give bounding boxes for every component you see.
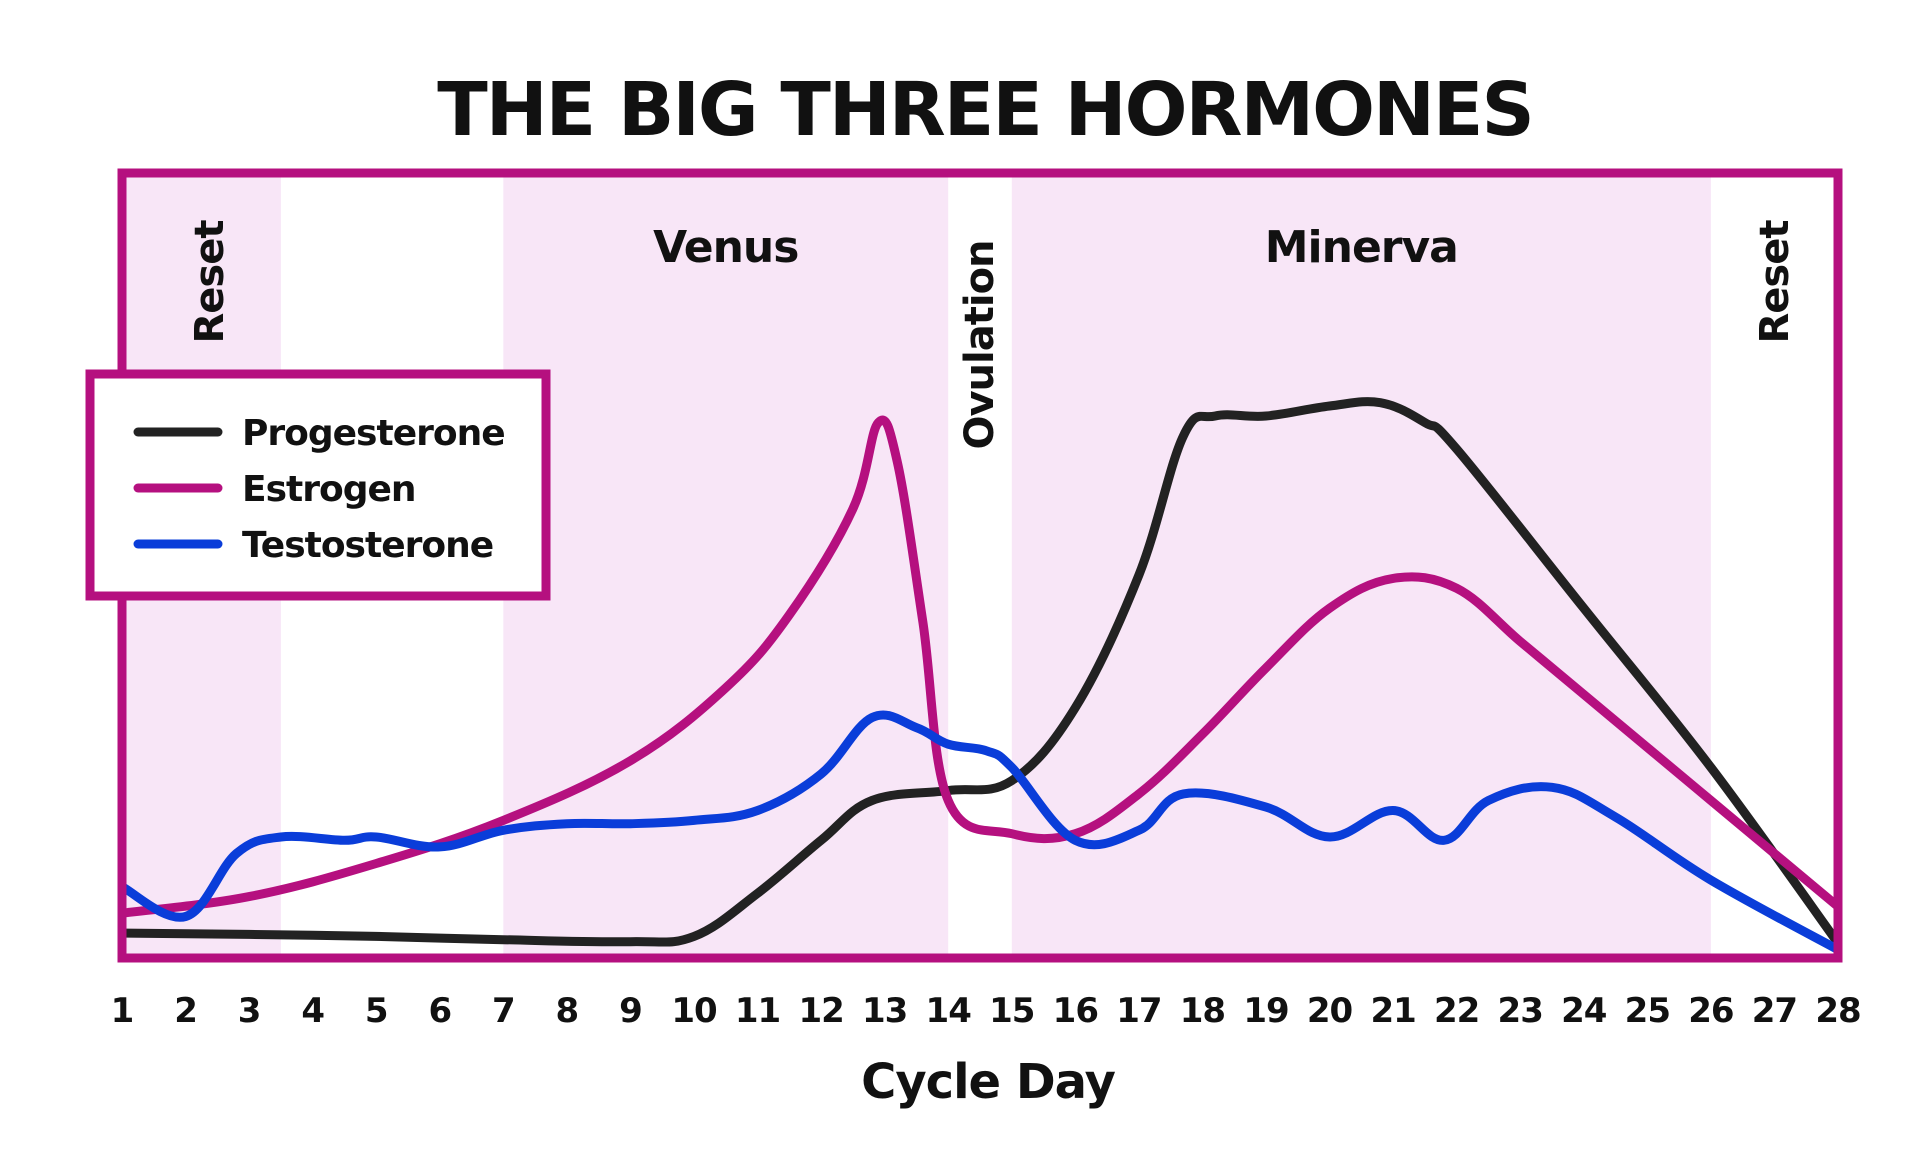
chart-title: THE BIG THREE HORMONES (437, 67, 1533, 153)
x-tick-label: 9 (619, 991, 642, 1031)
phase-bands: Reset Venus Ovulation Minerva Reset (122, 173, 1798, 958)
series-line-testosterone (122, 710, 1838, 955)
legend-label-progesterone: Progesterone (242, 413, 505, 454)
phase-label-ovulation: Ovulation (957, 240, 1003, 449)
x-tick-label: 1 (111, 991, 134, 1031)
x-tick-label: 15 (989, 991, 1034, 1031)
legend-label-estrogen: Estrogen (242, 469, 416, 510)
x-tick-label: 18 (1180, 991, 1225, 1031)
series-lines (122, 397, 1838, 955)
x-tick-label: 7 (492, 991, 515, 1031)
x-tick-label: 4 (301, 991, 324, 1031)
phase-band-venus (503, 173, 949, 958)
x-tick-label: 11 (735, 991, 780, 1031)
phase-label-minerva: Minerva (1265, 222, 1458, 273)
x-tick-label: 16 (1053, 991, 1098, 1031)
x-tick-label: 2 (174, 991, 197, 1031)
x-tick-label: 25 (1625, 991, 1670, 1031)
x-tick-label: 22 (1434, 991, 1479, 1031)
legend: Progesterone Estrogen Testosterone (85, 369, 551, 601)
x-axis-label: Cycle Day (861, 1054, 1115, 1110)
series-line-progesterone (122, 397, 1838, 948)
legend-label-testosterone: Testosterone (242, 525, 493, 566)
x-tick-label: 26 (1688, 991, 1733, 1031)
x-tick-label: 17 (1116, 991, 1161, 1031)
x-tick-label: 13 (862, 991, 907, 1031)
x-tick-label: 24 (1561, 991, 1607, 1031)
x-tick-label: 20 (1307, 991, 1353, 1031)
series-line-estrogen (122, 415, 1838, 918)
x-tick-label: 14 (926, 991, 972, 1031)
x-tick-label: 6 (428, 991, 451, 1031)
x-tick-label: 3 (238, 991, 261, 1031)
x-tick-label: 28 (1815, 991, 1860, 1031)
x-tick-label: 8 (556, 991, 579, 1031)
x-tick-label: 27 (1752, 991, 1797, 1031)
x-axis-ticks: 1 2 3 4 5 6 7 8 9 10 11 12 13 14 15 16 17 18 19 20 21 22 23 24 2… (111, 991, 1862, 1031)
x-tick-label: 12 (798, 991, 843, 1031)
x-tick-label: 21 (1370, 991, 1415, 1031)
phase-label-venus: Venus (653, 222, 798, 273)
phase-label-reset: Reset (1752, 220, 1798, 344)
x-tick-label: 19 (1243, 991, 1288, 1031)
x-tick-label: 23 (1498, 991, 1543, 1031)
phase-label-reset: Reset (187, 220, 233, 344)
x-tick-label: 5 (365, 991, 388, 1031)
x-tick-label: 10 (671, 991, 717, 1031)
